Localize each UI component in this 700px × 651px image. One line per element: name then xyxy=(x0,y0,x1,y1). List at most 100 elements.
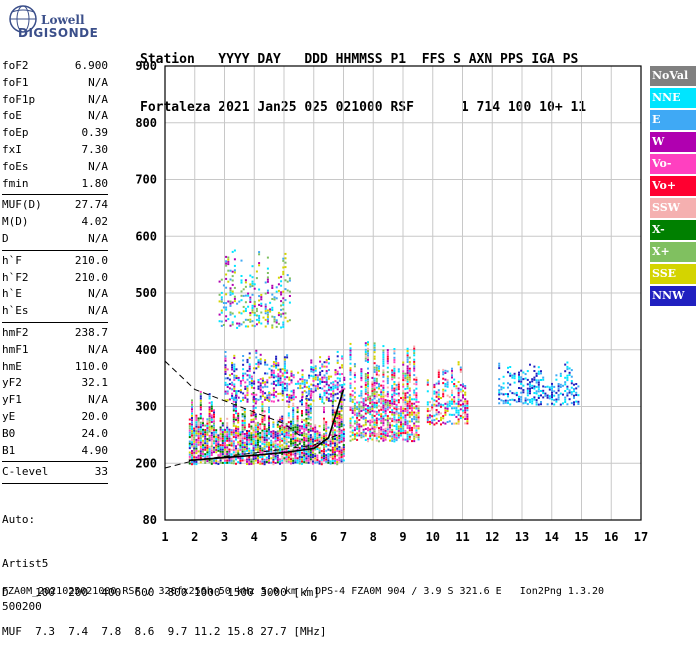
echo-point xyxy=(382,395,385,398)
echo-point xyxy=(338,435,341,437)
echo-point xyxy=(301,447,303,450)
echo-point xyxy=(237,456,240,459)
echo-point xyxy=(195,456,198,459)
echo-point xyxy=(323,365,326,368)
echo-point xyxy=(442,395,445,398)
echo-point xyxy=(343,394,346,397)
echo-point xyxy=(375,377,378,380)
echo-point xyxy=(360,370,363,373)
echo-point xyxy=(221,448,224,451)
echo-point xyxy=(254,437,257,440)
echo-point xyxy=(327,453,330,455)
echo-point xyxy=(250,380,253,382)
echo-point xyxy=(208,456,211,459)
echo-point xyxy=(228,441,231,444)
echo-point xyxy=(524,401,527,404)
echo-point xyxy=(426,421,429,424)
echo-point xyxy=(314,376,317,379)
echo-point xyxy=(513,375,516,377)
echo-point xyxy=(378,411,380,414)
echo-point xyxy=(375,417,378,420)
echo-point xyxy=(301,454,303,456)
echo-point xyxy=(331,433,334,436)
echo-point xyxy=(239,462,242,465)
echo-point xyxy=(373,342,376,345)
echo-point xyxy=(253,314,256,317)
echo-point xyxy=(238,324,241,327)
echo-point xyxy=(276,423,279,426)
echo-point xyxy=(413,374,416,377)
echo-point xyxy=(316,385,319,388)
echo-point xyxy=(261,447,264,450)
echo-point xyxy=(373,366,376,369)
echo-point xyxy=(559,392,562,395)
echo-point xyxy=(275,357,278,360)
echo-point xyxy=(232,462,235,465)
echo-point xyxy=(498,393,501,396)
echo-point xyxy=(457,394,460,397)
echo-point xyxy=(375,366,378,369)
echo-point xyxy=(270,373,273,376)
echo-point xyxy=(272,396,275,399)
echo-point xyxy=(413,365,416,368)
echo-point xyxy=(191,432,193,435)
echo-point xyxy=(307,435,310,438)
echo-point xyxy=(240,275,243,277)
echo-point xyxy=(404,407,407,410)
echo-point xyxy=(360,394,363,397)
echo-point xyxy=(318,451,321,454)
echo-point xyxy=(279,392,282,395)
echo-point xyxy=(197,432,200,435)
echo-point xyxy=(391,398,394,401)
echo-point xyxy=(338,437,341,440)
echo-point xyxy=(204,429,207,431)
echo-point xyxy=(229,278,232,281)
echo-point xyxy=(255,349,258,352)
echo-point xyxy=(191,461,193,463)
echo-point xyxy=(251,304,254,307)
echo-point xyxy=(309,407,312,410)
echo-point xyxy=(426,403,429,406)
echo-point xyxy=(437,373,440,376)
echo-point xyxy=(246,436,248,439)
echo-point xyxy=(285,447,288,450)
echo-point xyxy=(325,445,328,448)
echo-point xyxy=(231,361,234,364)
echo-point xyxy=(287,454,290,457)
echo-point xyxy=(241,435,244,438)
echo-point xyxy=(193,451,196,454)
echo-point xyxy=(226,424,229,427)
echo-point xyxy=(208,412,211,415)
echo-point xyxy=(240,290,243,293)
echo-point xyxy=(275,390,278,393)
echo-point xyxy=(568,389,571,392)
echo-point xyxy=(415,387,418,390)
echo-point xyxy=(213,426,215,429)
param-value: 210.0 xyxy=(74,270,108,284)
echo-point xyxy=(235,425,237,428)
echo-point xyxy=(408,420,411,423)
echo-point xyxy=(342,437,345,440)
echo-point xyxy=(292,389,295,392)
echo-point xyxy=(224,381,227,384)
echo-point xyxy=(386,351,389,354)
echo-point xyxy=(413,349,416,352)
echo-point xyxy=(323,455,325,458)
echo-point xyxy=(199,461,202,464)
echo-point xyxy=(303,452,306,455)
echo-point xyxy=(303,385,306,388)
echo-point xyxy=(386,349,389,352)
echo-point xyxy=(264,310,267,313)
echo-point xyxy=(283,376,286,379)
echo-point xyxy=(373,421,376,424)
echo-point xyxy=(254,439,257,442)
echo-point xyxy=(329,438,332,441)
echo-point xyxy=(244,307,247,310)
echo-point xyxy=(290,399,293,402)
echo-point xyxy=(220,291,223,294)
echo-point xyxy=(351,429,354,432)
echo-point xyxy=(206,424,209,427)
echo-point xyxy=(455,415,458,418)
echo-point xyxy=(373,410,376,413)
echo-point xyxy=(389,430,391,433)
